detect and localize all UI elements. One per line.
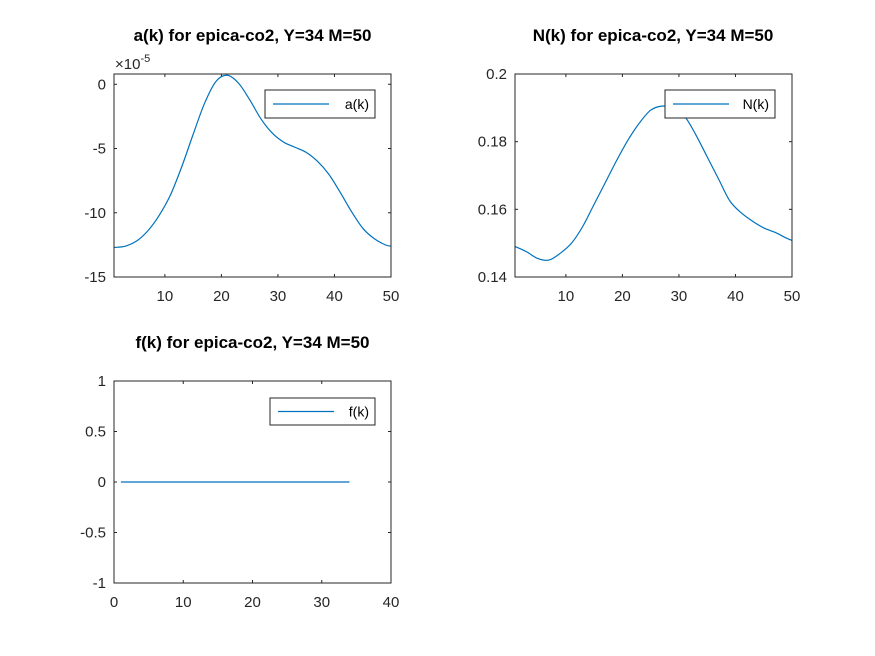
chart-a-title: a(k) for epica-co2, Y=34 M=50 xyxy=(134,26,372,45)
chart-a-xtick-label: 10 xyxy=(157,288,174,305)
chart-a-ytick-label: -15 xyxy=(84,269,106,286)
chart-N-xtick-label: 20 xyxy=(614,288,631,305)
chart-f-ticks: 0 10 20 30 40 -1 -0.5 0 0.5 1 xyxy=(80,373,399,611)
chart-a-ytick-label: -5 xyxy=(93,141,106,158)
chart-N-ytick-label: 0.2 xyxy=(486,66,507,83)
chart-N-xtick-label: 10 xyxy=(558,288,575,305)
chart-a-axes-box xyxy=(113,73,392,278)
chart-f-ytick-label: -0.5 xyxy=(80,525,106,542)
chart-N-xtick-label: 30 xyxy=(671,288,688,305)
chart-f-xtick-label: 40 xyxy=(383,594,400,611)
chart-f-ytick-label: -1 xyxy=(93,575,106,592)
chart-a-y-exponent-base: ×10 xyxy=(115,56,140,73)
chart-N-ytick-label: 0.16 xyxy=(478,201,507,218)
chart-N-axes-box xyxy=(514,73,793,278)
chart-f-xtick-label: 30 xyxy=(313,594,330,611)
chart-a-xtick-label: 40 xyxy=(326,288,343,305)
chart-f-ytick-label: 1 xyxy=(98,373,106,390)
chart-N-ticks: 10 20 30 40 50 0.14 0.16 0.18 0.2 xyxy=(478,66,801,305)
chart-f-ytick-label: 0 xyxy=(98,474,106,491)
chart-f: f(k) for epica-co2, Y=34 M=50 0 10 20 30 40-… xyxy=(80,333,399,611)
chart-N-ytick-label: 0.18 xyxy=(478,134,507,151)
chart-N-xtick-label: 40 xyxy=(727,288,744,305)
chart-N-xtick-label: 50 xyxy=(784,288,801,305)
chart-a: a(k) for epica-co2, Y=34 M=50 ×10-5 10 20… xyxy=(84,26,399,305)
chart-f-xtick-label: 0 xyxy=(110,594,118,611)
chart-N-series xyxy=(514,105,793,261)
chart-a-ytick-label: -10 xyxy=(84,205,106,222)
chart-a-y-exponent: ×10-5 xyxy=(115,53,150,73)
chart-a-y-exponent-power: -5 xyxy=(140,53,150,65)
chart-a-legend: a(k) xyxy=(264,89,376,119)
chart-f-axes-box xyxy=(113,380,392,584)
chart-f-xtick-label: 20 xyxy=(244,594,261,611)
chart-a-xtick-label: 20 xyxy=(213,288,230,305)
chart-f-xtick-label: 10 xyxy=(175,594,192,611)
chart-a-xtick-label: 50 xyxy=(383,288,400,305)
chart-f-title: f(k) for epica-co2, Y=34 M=50 xyxy=(135,333,369,352)
chart-N-ytick-label: 0.14 xyxy=(478,269,507,286)
chart-a-series xyxy=(113,74,392,249)
chart-N-legend: N(k) xyxy=(664,89,776,119)
chart-f-legend: f(k) xyxy=(269,397,376,426)
chart-N: N(k) for epica-co2, Y=34 M=50 10 20 30 40 50… xyxy=(478,26,801,305)
chart-a-legend-label: a(k) xyxy=(345,96,369,112)
chart-N-series-line xyxy=(514,105,793,261)
chart-a-ytick-label: 0 xyxy=(98,76,106,93)
chart-a-xtick-label: 30 xyxy=(270,288,287,305)
chart-f-legend-label: f(k) xyxy=(349,404,369,420)
chart-a-series-line xyxy=(113,74,392,249)
chart-N-legend-label: N(k) xyxy=(743,96,769,112)
chart-N-title: N(k) for epica-co2, Y=34 M=50 xyxy=(533,26,774,45)
chart-f-ytick-label: 0.5 xyxy=(85,424,106,441)
